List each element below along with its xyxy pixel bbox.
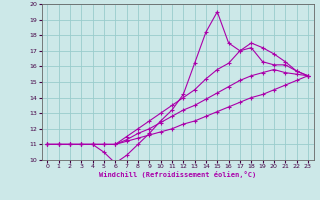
X-axis label: Windchill (Refroidissement éolien,°C): Windchill (Refroidissement éolien,°C) bbox=[99, 171, 256, 178]
